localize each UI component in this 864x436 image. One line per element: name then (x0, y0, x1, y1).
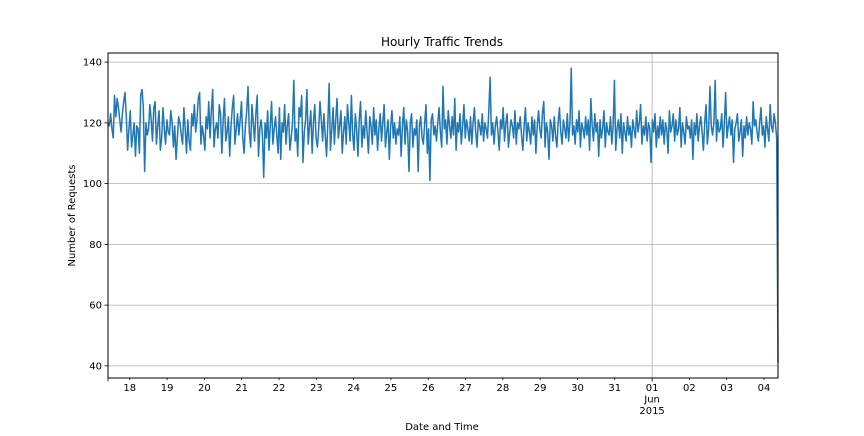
y-axis-label: Number of Requests (67, 165, 78, 267)
x-tick-label: 28 (496, 383, 509, 394)
x-tick-label: 21 (235, 383, 248, 394)
y-axis: 40 60 80 100 120 140 (83, 58, 108, 372)
line-layer (107, 67, 779, 363)
x-tick-label: 04 (758, 383, 771, 394)
grid-layer (108, 53, 778, 378)
chart-title: Hourly Traffic Trends (381, 35, 503, 49)
x-axis: 18 19 20 21 22 23 24 25 26 27 28 29 30 31 01 Jun 2015 02 0… (107, 378, 771, 417)
x-tick-label: 30 (571, 383, 584, 394)
y-tick-label: 120 (83, 118, 102, 129)
x-tick-label: 19 (161, 383, 174, 394)
x-tick-label: 01 Jun 2015 (639, 383, 664, 417)
y-tick-label: 80 (89, 240, 102, 251)
x-tick-label: 02 (683, 383, 696, 394)
x-tick-label: 24 (347, 383, 360, 394)
x-tick-label: 23 (310, 383, 323, 394)
y-tick-label: 60 (89, 301, 102, 312)
x-axis-label: Date and Time (405, 422, 479, 432)
x-tick-label: 27 (459, 383, 472, 394)
y-tick-label: 40 (89, 361, 102, 372)
x-tick-label: 18 (123, 383, 136, 394)
x-tick-label: 26 (422, 383, 435, 394)
series-line (107, 67, 779, 363)
x-tick-label: 31 (608, 383, 621, 394)
plot-frame (107, 52, 779, 379)
x-tick-label: 22 (273, 383, 286, 394)
x-tick-label: 20 (198, 383, 211, 394)
y-tick-label: 100 (83, 179, 102, 190)
x-tick-label: 29 (534, 383, 547, 394)
x-tick-label: 25 (385, 383, 398, 394)
y-tick-label: 140 (83, 58, 102, 69)
x-tick-label: 03 (720, 383, 733, 394)
